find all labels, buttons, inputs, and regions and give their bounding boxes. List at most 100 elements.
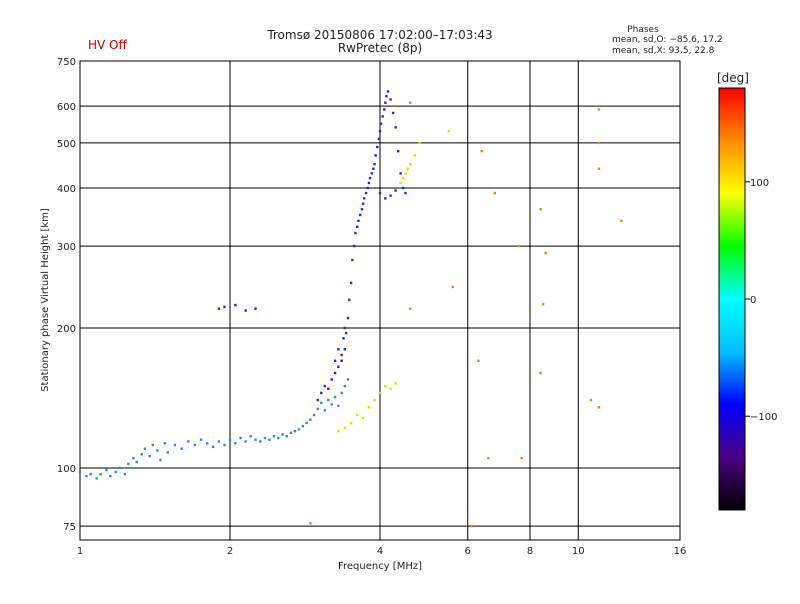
data-point (361, 416, 365, 420)
data-point (409, 307, 412, 310)
data-point (372, 167, 375, 170)
data-point (340, 353, 343, 357)
data-point (333, 371, 337, 375)
data-point (327, 387, 330, 390)
phases-o: mean, sd,O: −85.6, 17.2 (612, 35, 723, 45)
data-point (374, 154, 377, 157)
data-point (373, 162, 376, 166)
x-tick-label: 1 (77, 546, 83, 557)
y-axis-label: Stationary phase Virtual Height [km] (40, 208, 51, 392)
data-point (127, 462, 130, 466)
data-point (364, 191, 368, 195)
data-point (320, 391, 323, 395)
data-point (309, 522, 312, 525)
data-point (239, 436, 242, 440)
data-point (340, 359, 343, 362)
data-point (343, 348, 347, 351)
colorbar-tick-label: 100 (750, 178, 769, 189)
data-point (394, 382, 397, 385)
data-point (316, 398, 319, 402)
data-point (589, 398, 593, 402)
data-point (544, 251, 547, 255)
chart-title: Tromsø 20150806 17:02:00–17:03:43 (266, 28, 492, 42)
data-point (132, 456, 135, 460)
data-point (541, 302, 545, 306)
data-point (477, 359, 480, 362)
data-point (404, 172, 407, 175)
data-point (85, 475, 88, 478)
colorbar (718, 87, 746, 511)
data-point (373, 398, 376, 402)
colorbar-label: [deg] (717, 71, 749, 85)
data-point (348, 298, 351, 301)
data-point (333, 359, 337, 362)
data-point (357, 219, 360, 222)
data-point (349, 421, 353, 425)
data-point (343, 426, 347, 429)
data-point (342, 337, 345, 340)
data-point (337, 429, 340, 433)
data-point (394, 189, 397, 192)
data-point (254, 438, 257, 441)
data-point (366, 186, 369, 190)
data-point (337, 365, 340, 369)
data-point (355, 413, 359, 417)
data-point (447, 129, 451, 133)
data-point (361, 202, 365, 205)
data-point (173, 443, 177, 447)
data-point (223, 305, 226, 309)
data-point (368, 176, 372, 180)
data-point (346, 316, 350, 320)
data-point (109, 475, 112, 478)
data-point (143, 447, 147, 450)
data-point (346, 378, 350, 381)
data-point (389, 387, 392, 390)
x-axis-ticks: 1 2 4 6 8 10 16 (77, 546, 687, 557)
x-tick-label: 10 (572, 546, 585, 557)
data-point (78, 470, 82, 474)
data-point (597, 406, 601, 409)
data-point (539, 371, 542, 375)
data-point (597, 108, 601, 111)
data-point (517, 244, 521, 248)
data-point (263, 436, 267, 440)
data-point (493, 191, 497, 195)
data-point (244, 309, 247, 312)
data-point (386, 90, 390, 93)
data-point (406, 167, 410, 170)
phases-title: Phases (627, 25, 659, 35)
data-point (95, 477, 98, 480)
hv-status: HV Off (88, 38, 127, 52)
x-tick-label: 8 (527, 546, 533, 557)
data-point (349, 281, 353, 285)
data-point (249, 435, 252, 438)
data-point (451, 285, 455, 289)
data-point (381, 115, 384, 118)
data-point (337, 348, 340, 351)
x-tick-label: 16 (674, 546, 687, 557)
x-tick-label: 6 (465, 546, 471, 557)
data-point (355, 225, 359, 229)
data-point (330, 403, 333, 406)
data-point (389, 98, 392, 101)
data-point (140, 453, 143, 456)
data-point (180, 447, 183, 450)
y-tick-label: 100 (57, 464, 76, 475)
colorbar-ticks: 100 0 −100 (745, 178, 777, 423)
data-point (520, 456, 523, 460)
data-point (370, 172, 373, 175)
data-point (384, 101, 387, 104)
data-point (234, 442, 237, 445)
data-point (358, 213, 362, 217)
data-point (323, 409, 327, 412)
data-point (394, 126, 397, 129)
data-point (597, 167, 601, 170)
data-point (277, 436, 280, 440)
data-point (379, 122, 383, 125)
data-point (118, 466, 121, 470)
grid-lines (80, 61, 680, 540)
data-point (385, 95, 388, 98)
data-point (389, 194, 392, 197)
data-point (391, 111, 395, 115)
